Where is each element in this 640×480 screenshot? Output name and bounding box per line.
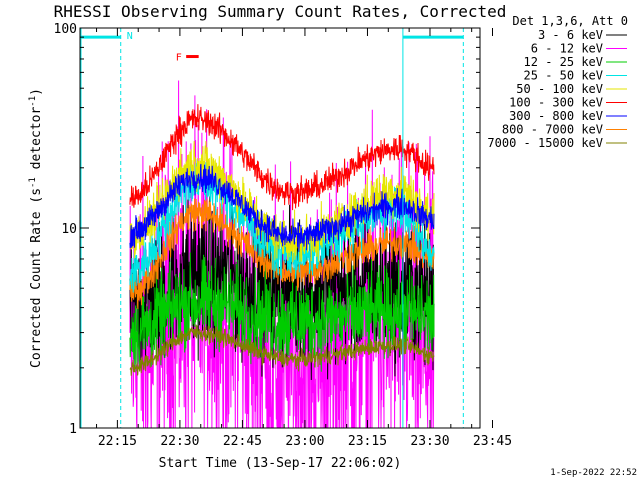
data-series-layer — [129, 80, 435, 429]
x-axis-label: Start Time (13-Sep-17 22:06:02) — [159, 456, 402, 471]
x-tick-label: 22:30 — [160, 434, 199, 449]
series-line — [129, 163, 435, 252]
legend-label: 800 - 7000 keV — [502, 123, 603, 137]
legend-label: 7000 - 15000 keV — [487, 136, 603, 150]
legend-label: 3 - 6 keV — [538, 28, 603, 42]
series-line — [129, 104, 435, 211]
y-axis-label: Corrected Count Rate (s-1 detector-1) — [28, 88, 44, 368]
series-line — [129, 80, 435, 429]
y-tick-label: 1 — [69, 422, 77, 437]
series-line — [129, 198, 435, 310]
legend-label: 12 - 25 keV — [524, 55, 603, 69]
legend-label: 300 - 800 keV — [509, 109, 603, 123]
legend-header: Det 1,3,6, Att 0 — [512, 14, 628, 28]
axis-layer: 1 10 100 22:15 22:30 22:45 23:00 23:15 23:30 23:4… — [54, 22, 513, 449]
flare-flag-label: F — [176, 53, 182, 64]
y-tick-label: 100 — [54, 22, 77, 37]
x-tick-label: 23:45 — [473, 434, 512, 449]
x-tick-label: 23:00 — [285, 434, 324, 449]
y-tick-label: 10 — [61, 222, 77, 237]
x-tick-label: 23:15 — [348, 434, 387, 449]
flag-layer: NF — [80, 28, 464, 428]
legend-label: 50 - 100 keV — [516, 82, 603, 96]
chart-title: RHESSI Observing Summary Count Rates, Co… — [54, 2, 507, 21]
legend-label: 6 - 12 keV — [531, 42, 603, 56]
x-tick-label: 22:15 — [98, 434, 137, 449]
night-flag-label: N — [127, 31, 133, 42]
legend-label: 25 - 50 keV — [524, 69, 603, 83]
series-line — [129, 324, 435, 376]
timestamp: 1-Sep-2022 22:52 — [550, 468, 637, 478]
legend-label: 100 - 300 keV — [509, 96, 603, 110]
x-tick-label: 22:45 — [223, 434, 262, 449]
x-tick-label: 23:30 — [410, 434, 449, 449]
